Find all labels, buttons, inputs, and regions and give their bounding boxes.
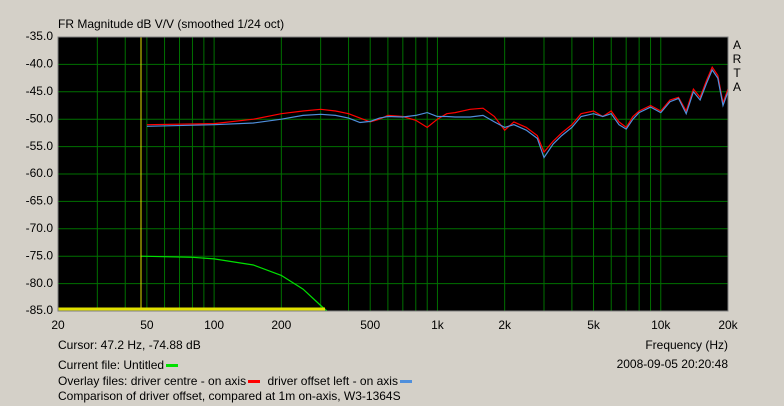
y-tick-label: -85.0 [26, 303, 54, 317]
series-line [146, 68, 729, 159]
legend-swatch [248, 380, 261, 384]
x-tick-label: 2k [498, 318, 512, 332]
watermark-letter: T [733, 66, 741, 80]
y-tick-label: -50.0 [26, 111, 54, 125]
legend-entry: driver centre - on axis [130, 374, 247, 388]
x-tick-label: 50 [140, 318, 154, 332]
legend-label: Overlay files: [58, 374, 128, 388]
timestamp: 2008-09-05 20:20:48 [617, 357, 729, 371]
watermark-letter: A [733, 80, 741, 94]
comment: Comparison of driver offset, compared at… [58, 389, 401, 403]
x-axis-label: Frequency (Hz) [645, 338, 728, 352]
x-tick-label: 20 [51, 318, 65, 332]
y-tick-label: -45.0 [26, 84, 54, 98]
x-tick-label: 500 [360, 318, 380, 332]
legend-overlay: Overlay files: driver centre - on axis d… [58, 373, 416, 389]
y-tick-label: -35.0 [26, 29, 54, 43]
y-tick-label: -65.0 [26, 194, 54, 208]
y-tick-label: -70.0 [26, 221, 54, 235]
cursor-readout: Cursor: 47.2 Hz, -74.88 dB [58, 338, 201, 352]
legend-entry: Untitled [123, 358, 165, 372]
legend-swatch [166, 364, 179, 368]
x-tick-label: 5k [587, 318, 601, 332]
y-tick-label: -75.0 [26, 248, 54, 262]
y-tick-label: -55.0 [26, 139, 54, 153]
x-tick-label: 200 [271, 318, 291, 332]
legend-label: Current file: [58, 358, 121, 372]
series-line [146, 65, 729, 154]
x-tick-label: 1k [431, 318, 445, 332]
series-line [140, 255, 328, 312]
watermark-letter: A [733, 38, 741, 52]
y-tick-label: -80.0 [26, 276, 54, 290]
x-tick-label: 100 [204, 318, 224, 332]
x-tick-label: 10k [651, 318, 671, 332]
plot-frame [57, 36, 729, 312]
legend-current: Current file: Untitled [58, 357, 182, 373]
legend-entry: driver offset left - on axis [267, 374, 398, 388]
y-tick-label: -60.0 [26, 166, 54, 180]
chart-title: FR Magnitude dB V/V (smoothed 1/24 oct) [58, 17, 284, 31]
watermark-letter: R [733, 52, 742, 66]
y-tick-label: -40.0 [26, 57, 54, 71]
legend-swatch [399, 380, 412, 384]
x-tick-label: 20k [718, 318, 738, 332]
